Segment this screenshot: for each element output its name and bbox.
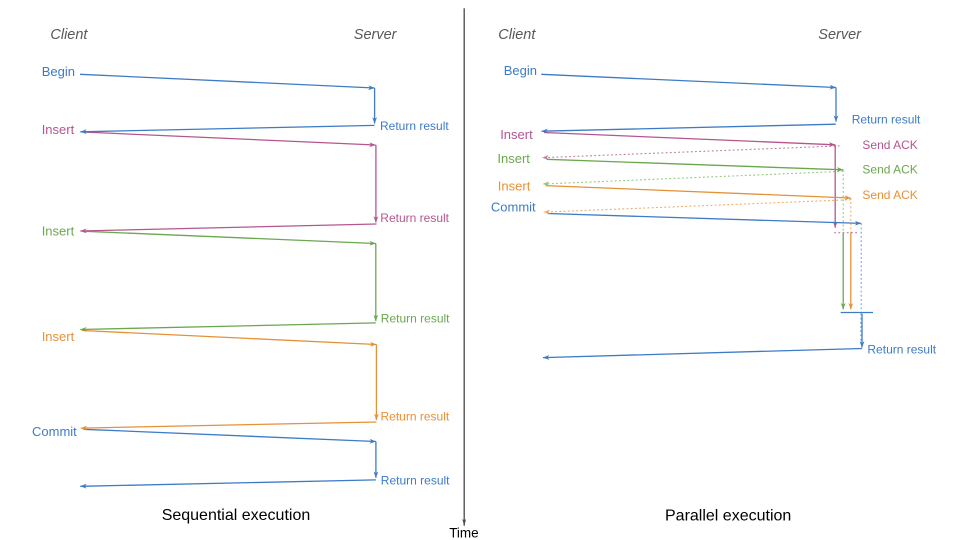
svg-text:Send ACK: Send ACK (862, 163, 917, 177)
svg-text:Return result: Return result (380, 211, 449, 225)
svg-text:Server: Server (354, 27, 398, 43)
svg-text:Insert: Insert (42, 223, 75, 238)
svg-text:Insert: Insert (498, 178, 531, 193)
svg-text:Return result: Return result (852, 113, 921, 127)
svg-text:Sequential execution: Sequential execution (162, 507, 311, 524)
svg-text:Client: Client (498, 27, 536, 43)
svg-text:Insert: Insert (42, 329, 75, 344)
svg-text:Return result: Return result (381, 312, 450, 326)
svg-text:Client: Client (50, 27, 88, 43)
svg-text:Return result: Return result (381, 474, 450, 488)
svg-text:Return result: Return result (381, 409, 450, 423)
svg-text:Return result: Return result (867, 342, 936, 356)
svg-text:Send ACK: Send ACK (862, 138, 917, 152)
svg-text:Commit: Commit (491, 199, 536, 214)
svg-text:Send ACK: Send ACK (862, 188, 917, 202)
svg-text:Return result: Return result (380, 119, 449, 133)
svg-text:Insert: Insert (497, 151, 530, 166)
svg-text:Begin: Begin (42, 64, 75, 79)
svg-text:Begin: Begin (504, 63, 537, 78)
svg-text:Parallel execution: Parallel execution (665, 508, 791, 525)
svg-text:Time: Time (449, 526, 479, 540)
svg-text:Insert: Insert (42, 122, 75, 137)
svg-text:Server: Server (818, 27, 862, 43)
svg-text:Insert: Insert (500, 127, 533, 142)
svg-text:Commit: Commit (32, 424, 77, 439)
